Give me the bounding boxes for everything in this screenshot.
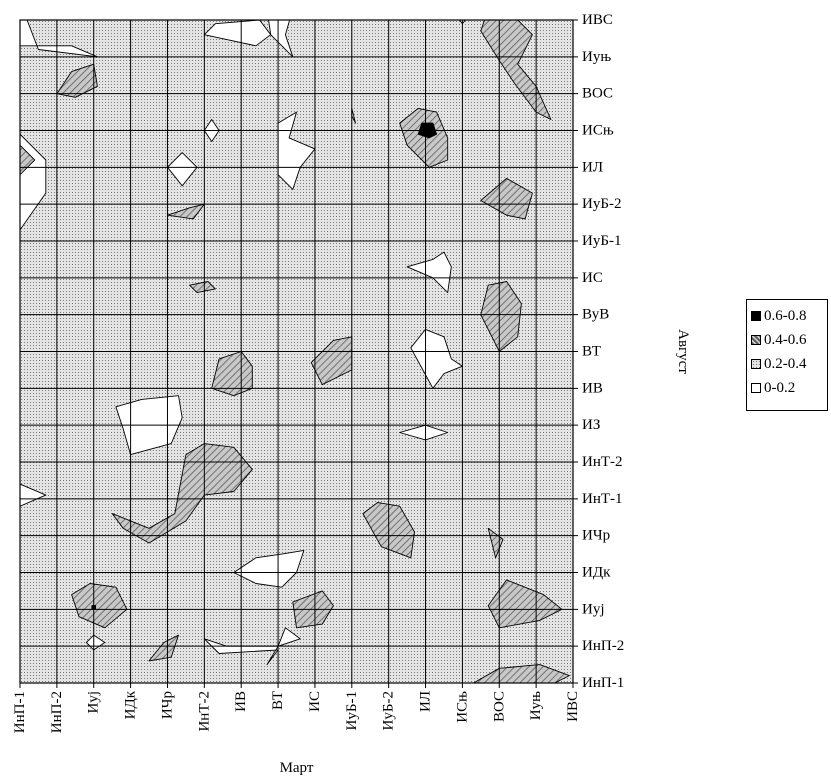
y-tick-label: ВТ (582, 344, 601, 360)
legend-item: 0.6-0.8 (751, 304, 827, 328)
contour-region-04to06 (189, 281, 216, 294)
x-tick-label: ИСњ (454, 691, 470, 723)
legend-item: 0.2-0.4 (751, 352, 827, 376)
contour-region-0to02 (277, 111, 316, 190)
x-tick-label: ВТ (270, 691, 286, 710)
x-tick-label: Иуј (86, 691, 102, 714)
x-tick-label: ИнП-2 (49, 691, 65, 733)
contour-region-04to06 (68, 0, 98, 13)
contour-region-0to02 (399, 424, 449, 441)
contour-region-04to06 (148, 634, 179, 662)
contour-region-0to02 (268, 20, 294, 58)
y-tick-label: ВуВ (582, 307, 609, 323)
x-tick-label: ИДк (123, 690, 139, 719)
legend-swatch-0-0-2 (751, 383, 761, 393)
y-tick-label: ИуБ-1 (582, 233, 621, 249)
y-tick-label: ИВ (582, 380, 603, 396)
contour-region-04to06 (399, 107, 449, 168)
x-tick-label: ИуБ-2 (381, 691, 397, 730)
x-tick-labels: ИнП-1 ИнП-2 Иуј ИДк ИЧр ИнТ-2 ИВ ВТ ИС ИуБ-1 ИуБ-2… (12, 690, 581, 733)
contour-region-04to06 (56, 63, 98, 98)
y-tick-label: ИЗ (582, 417, 600, 433)
x-tick-label: ИЛ (418, 691, 434, 712)
contour-region-04to06 (480, 177, 533, 220)
y-tick-label: ИЧр (582, 528, 610, 544)
y-tick-label: ВОС (582, 86, 613, 102)
x-tick-label: ИнП-1 (12, 691, 28, 733)
x-tick-label: ИС (307, 691, 323, 712)
y-tick-label: ИнП-1 (582, 675, 624, 691)
legend-item: 0.4-0.6 (751, 328, 827, 352)
y-tick-label: ИДк (582, 565, 611, 581)
y-tick-labels: ИнП-1 ИнП-2 Иуј ИДк ИЧр ИнТ-1 ИнТ-2 ИЗ ИВ ВТ ВуВ ИС… (582, 12, 624, 691)
plot-frame (19, 19, 574, 684)
y-tick-label: ИуБ-2 (582, 196, 621, 212)
y-tick-label: ИнТ-1 (582, 491, 623, 507)
legend-label: 0-0.2 (764, 379, 796, 396)
contour-region-04to06 (473, 664, 570, 683)
x-axis-title: Март (280, 760, 314, 776)
contour-region-0to02 (20, 483, 47, 507)
contour-region-0to02 (20, 20, 98, 58)
legend-swatch-0-2-0-4 (751, 359, 761, 369)
y-axis-title: Август (675, 329, 691, 374)
y-tick-label: ИС (582, 270, 603, 286)
y-tick-label: Иуј (582, 601, 605, 617)
x-tick-label: ИВС (565, 691, 581, 722)
x-tick-label: ИуБ-1 (344, 691, 360, 730)
legend-swatch-0-6-0-8 (751, 311, 761, 321)
x-tick-label: ВОС (491, 691, 507, 722)
legend-item: 0-0.2 (751, 376, 827, 400)
contour-regions (20, 0, 570, 683)
x-tick-label: ИВ (233, 691, 249, 712)
contour-region-04to06 (211, 351, 253, 397)
x-tick-label: ИЧр (159, 691, 175, 719)
legend-label: 0.6-0.8 (764, 307, 807, 324)
x-tick-label: ИнТ-2 (196, 691, 212, 732)
contour-region-0to02 (233, 549, 305, 588)
plot-grid (19, 19, 578, 688)
legend-swatch-0-4-0-6 (751, 335, 761, 345)
y-tick-label: ИВС (582, 12, 613, 28)
y-tick-label: ИСњ (582, 123, 614, 139)
legend-label: 0.2-0.4 (764, 355, 807, 372)
y-tick-label: ИнП-2 (582, 638, 624, 654)
legend: 0.6-0.8 0.4-0.6 0.2-0.4 0-0.2 (746, 299, 828, 411)
legend-label: 0.4-0.6 (764, 331, 807, 348)
contour-region-04to06 (111, 443, 253, 544)
y-tick-label: ИЛ (582, 159, 603, 175)
contour-region-0to02 (203, 20, 272, 47)
y-tick-label: Иуњ (582, 49, 611, 65)
contour-region-0to02 (410, 328, 463, 389)
y-tick-label: ИнТ-2 (582, 454, 623, 470)
x-tick-label: Иуњ (528, 691, 544, 720)
